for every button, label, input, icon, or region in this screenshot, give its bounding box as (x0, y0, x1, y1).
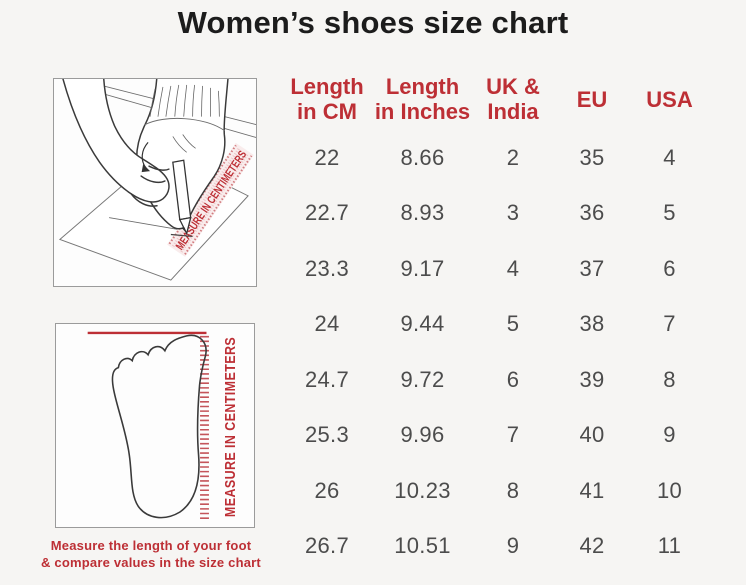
table-cell: 8 (506, 477, 520, 503)
header-line: Length (290, 74, 364, 99)
sock-cuff-edge (144, 117, 225, 131)
size-table: Length in CM Length in Inches UK & India… (280, 68, 710, 574)
figure-measuring-foot: MEASURE IN CENTIMETERS (53, 78, 257, 287)
table-cell: 10 (656, 477, 683, 503)
table-cell: 36 (579, 200, 605, 226)
header-line: USA (646, 86, 693, 112)
table-cell: 37 (579, 255, 605, 281)
table-cell: 8.66 (400, 144, 445, 170)
table-cell: 8 (663, 366, 676, 392)
header-line: in Inches (374, 99, 471, 124)
table-cell: 22 (314, 144, 340, 170)
table-cell: 35 (579, 144, 605, 170)
column-header-length-inches: Length in Inches (374, 68, 471, 130)
table-cell: 9.96 (400, 422, 445, 448)
table-cell: 5 (663, 200, 676, 226)
table-cell: 2 (506, 144, 520, 170)
column-header-length-cm: Length in CM (280, 68, 374, 130)
table-cell: 25.3 (304, 422, 350, 448)
table-cell: 26 (314, 477, 340, 503)
header-line: India (487, 99, 539, 124)
table-cell: 9.72 (400, 366, 445, 392)
figure-footprint-ruler: MEASURE IN CENTIMETERS (55, 323, 255, 528)
measuring-foot-illustration: MEASURE IN CENTIMETERS (58, 79, 256, 281)
header-line: in CM (297, 99, 357, 124)
table-cell: 38 (579, 311, 605, 337)
table-cell: 8.93 (400, 200, 445, 226)
table-cell: 6 (506, 366, 520, 392)
table-cell: 39 (579, 366, 605, 392)
table-cell: 9 (663, 422, 676, 448)
table-cell: 40 (579, 422, 605, 448)
table-cell: 22.7 (304, 200, 350, 226)
table-cell: 4 (663, 144, 676, 170)
table-cell: 7 (506, 422, 520, 448)
column-header-uk-india: UK & India (471, 68, 555, 130)
header-line: UK & (486, 74, 540, 99)
table-cell: 3 (506, 200, 520, 226)
table-cell: 24.7 (304, 366, 350, 392)
pencil-mark-line (109, 217, 180, 230)
table-cell: 23.3 (304, 255, 350, 281)
column-header-usa: USA (629, 68, 710, 130)
table-cell: 5 (506, 311, 520, 337)
table-cell: 11 (657, 533, 682, 559)
table-cell: 9 (506, 533, 520, 559)
ruler-label-bottom: MEASURE IN CENTIMETERS (223, 337, 239, 517)
table-cell: 9.44 (400, 311, 445, 337)
table-cell: 7 (663, 311, 676, 337)
table-cell: 6 (663, 255, 676, 281)
table-cell: 41 (579, 477, 605, 503)
column-header-eu: EU (555, 68, 629, 130)
table-cell: 26.7 (304, 533, 350, 559)
finger-lines (130, 165, 170, 207)
table-cell: 4 (506, 255, 520, 281)
footprint-outline (111, 334, 207, 519)
table-cell: 10.23 (394, 477, 451, 503)
figure-caption: Measure the length of your foot & compar… (14, 537, 288, 571)
footprint-ruler-illustration: MEASURE IN CENTIMETERS (87, 331, 239, 520)
sock-ribbing (149, 84, 220, 153)
table-cell: 24 (314, 311, 340, 337)
header-line: Length (385, 74, 460, 99)
caption-line-2: & compare values in the size chart (41, 555, 261, 570)
table-cell: 9.17 (400, 255, 445, 281)
pencil (170, 159, 193, 238)
header-line: EU (576, 86, 608, 112)
table-cell: 42 (579, 533, 605, 559)
caption-line-1: Measure the length of your foot (50, 538, 252, 553)
page-title: Women’s shoes size chart (177, 5, 569, 40)
motion-arrow (141, 142, 151, 173)
table-cell: 10.51 (394, 533, 451, 559)
